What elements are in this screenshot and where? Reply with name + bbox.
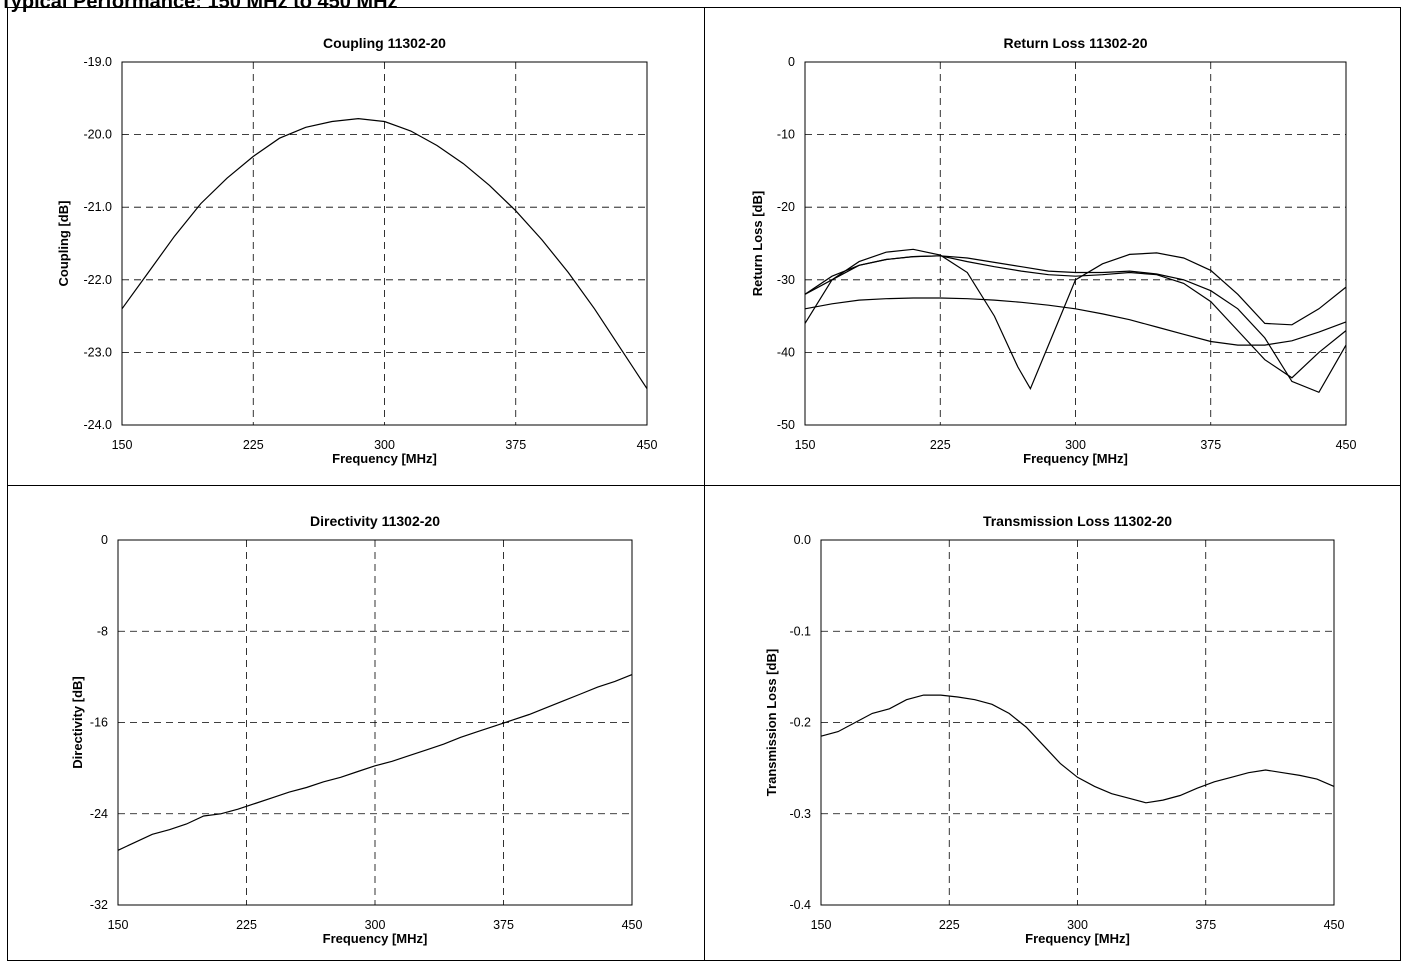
directivity-y-tick-label: 0 [101,533,108,547]
coupling-series-line-1 [121,117,648,390]
transmission-loss-y-tick-label: -0.3 [789,807,811,821]
return-loss-x-tick-label: 375 [1200,438,1221,452]
directivity-x-tick-label: 150 [108,918,129,932]
directivity-x-tick-label: 375 [493,918,514,932]
directivity-x-tick-label: 300 [365,918,386,932]
coupling-y-tick-label: -24.0 [84,418,113,432]
transmission-loss-y-tick-label: -0.1 [789,624,811,638]
chart-panel-grid [7,7,1401,961]
return-loss-series-line-4 [804,297,1347,346]
frame-left [7,7,8,961]
page-heading: Typical Performance: 150 MHz to 450 MHz [0,0,398,13]
frame-right [1400,7,1401,961]
directivity-plot-area [117,539,633,906]
return-loss-x-tick-label: 450 [1336,438,1357,452]
transmission-loss-series-line-1 [820,694,1335,804]
return-loss-chart-title: Return Loss 11302-20 [1004,35,1148,51]
coupling-y-tick-label: -21.0 [84,200,113,214]
transmission-loss-x-tick-label: 225 [939,918,960,932]
transmission-loss-x-tick-label: 450 [1324,918,1345,932]
return-loss-y-tick-label: 0 [788,55,795,69]
transmission-loss-x-axis-label: Frequency [MHz] [1025,931,1130,946]
coupling-x-tick-label: 375 [505,438,526,452]
return-loss-x-tick-label: 300 [1065,438,1086,452]
directivity-series-line-1 [117,674,633,851]
return-loss-y-tick-label: -50 [777,418,795,432]
transmission-loss-y-tick-label: -0.4 [789,898,811,912]
return-loss-x-tick-label: 225 [930,438,951,452]
coupling-chart: Coupling 11302-20 150 225 300 375 450 -19.0 -20… [56,35,657,466]
directivity-x-axis-label: Frequency [MHz] [323,931,428,946]
coupling-x-axis-label: Frequency [MHz] [332,451,437,466]
frame-vertical-divider [704,7,705,961]
coupling-x-tick-label: 450 [637,438,658,452]
coupling-chart-title: Coupling 11302-20 [323,35,446,51]
directivity-x-tick-label: 450 [622,918,643,932]
directivity-y-axis-label: Directivity [dB] [70,676,85,768]
return-loss-y-tick-label: -10 [777,128,795,142]
directivity-y-tick-label: -8 [97,624,108,638]
transmission-loss-x-tick-label: 300 [1067,918,1088,932]
return-loss-plot-area [804,61,1347,426]
return-loss-y-tick-label: -30 [777,273,795,287]
return-loss-x-tick-label: 150 [795,438,816,452]
coupling-y-tick-label: -22.0 [84,273,113,287]
return-loss-series-line-1 [804,248,1347,391]
coupling-x-tick-label: 300 [374,438,395,452]
coupling-y-axis-label: Coupling [dB] [56,201,71,287]
transmission-loss-plot-area [820,539,1335,906]
directivity-x-tick-label: 225 [236,918,257,932]
directivity-chart-title: Directivity 11302-20 [310,513,440,529]
return-loss-y-tick-label: -40 [777,345,795,359]
directivity-y-tick-label: -16 [90,716,108,730]
return-loss-chart: Return Loss 11302-20 150 225 300 375 450 0 -10 -… [750,35,1356,466]
transmission-loss-y-tick-label: -0.2 [789,716,811,730]
transmission-loss-chart: Transmission Loss 11302-20 150 225 300 375 45… [764,513,1344,946]
directivity-y-tick-label: -32 [90,898,108,912]
transmission-loss-y-tick-label: 0.0 [794,533,811,547]
coupling-y-tick-label: -23.0 [84,345,113,359]
coupling-y-tick-label: -20.0 [84,128,113,142]
transmission-loss-y-axis-label: Transmission Loss [dB] [764,649,779,796]
transmission-loss-chart-title: Transmission Loss 11302-20 [983,513,1172,529]
return-loss-series-line-3 [804,255,1347,394]
directivity-chart: Directivity 11302-20 150 225 300 375 450 0 -8 -1… [70,513,642,946]
coupling-y-tick-label: -19.0 [84,55,113,69]
coupling-plot-area [121,61,648,426]
directivity-y-tick-label: -24 [90,807,108,821]
return-loss-x-axis-label: Frequency [MHz] [1023,451,1128,466]
return-loss-y-tick-label: -20 [777,200,795,214]
coupling-x-tick-label: 225 [243,438,264,452]
return-loss-y-axis-label: Return Loss [dB] [750,191,765,296]
coupling-x-tick-label: 150 [112,438,133,452]
frame-horizontal-divider [7,485,1401,486]
transmission-loss-x-tick-label: 150 [811,918,832,932]
transmission-loss-x-tick-label: 375 [1195,918,1216,932]
